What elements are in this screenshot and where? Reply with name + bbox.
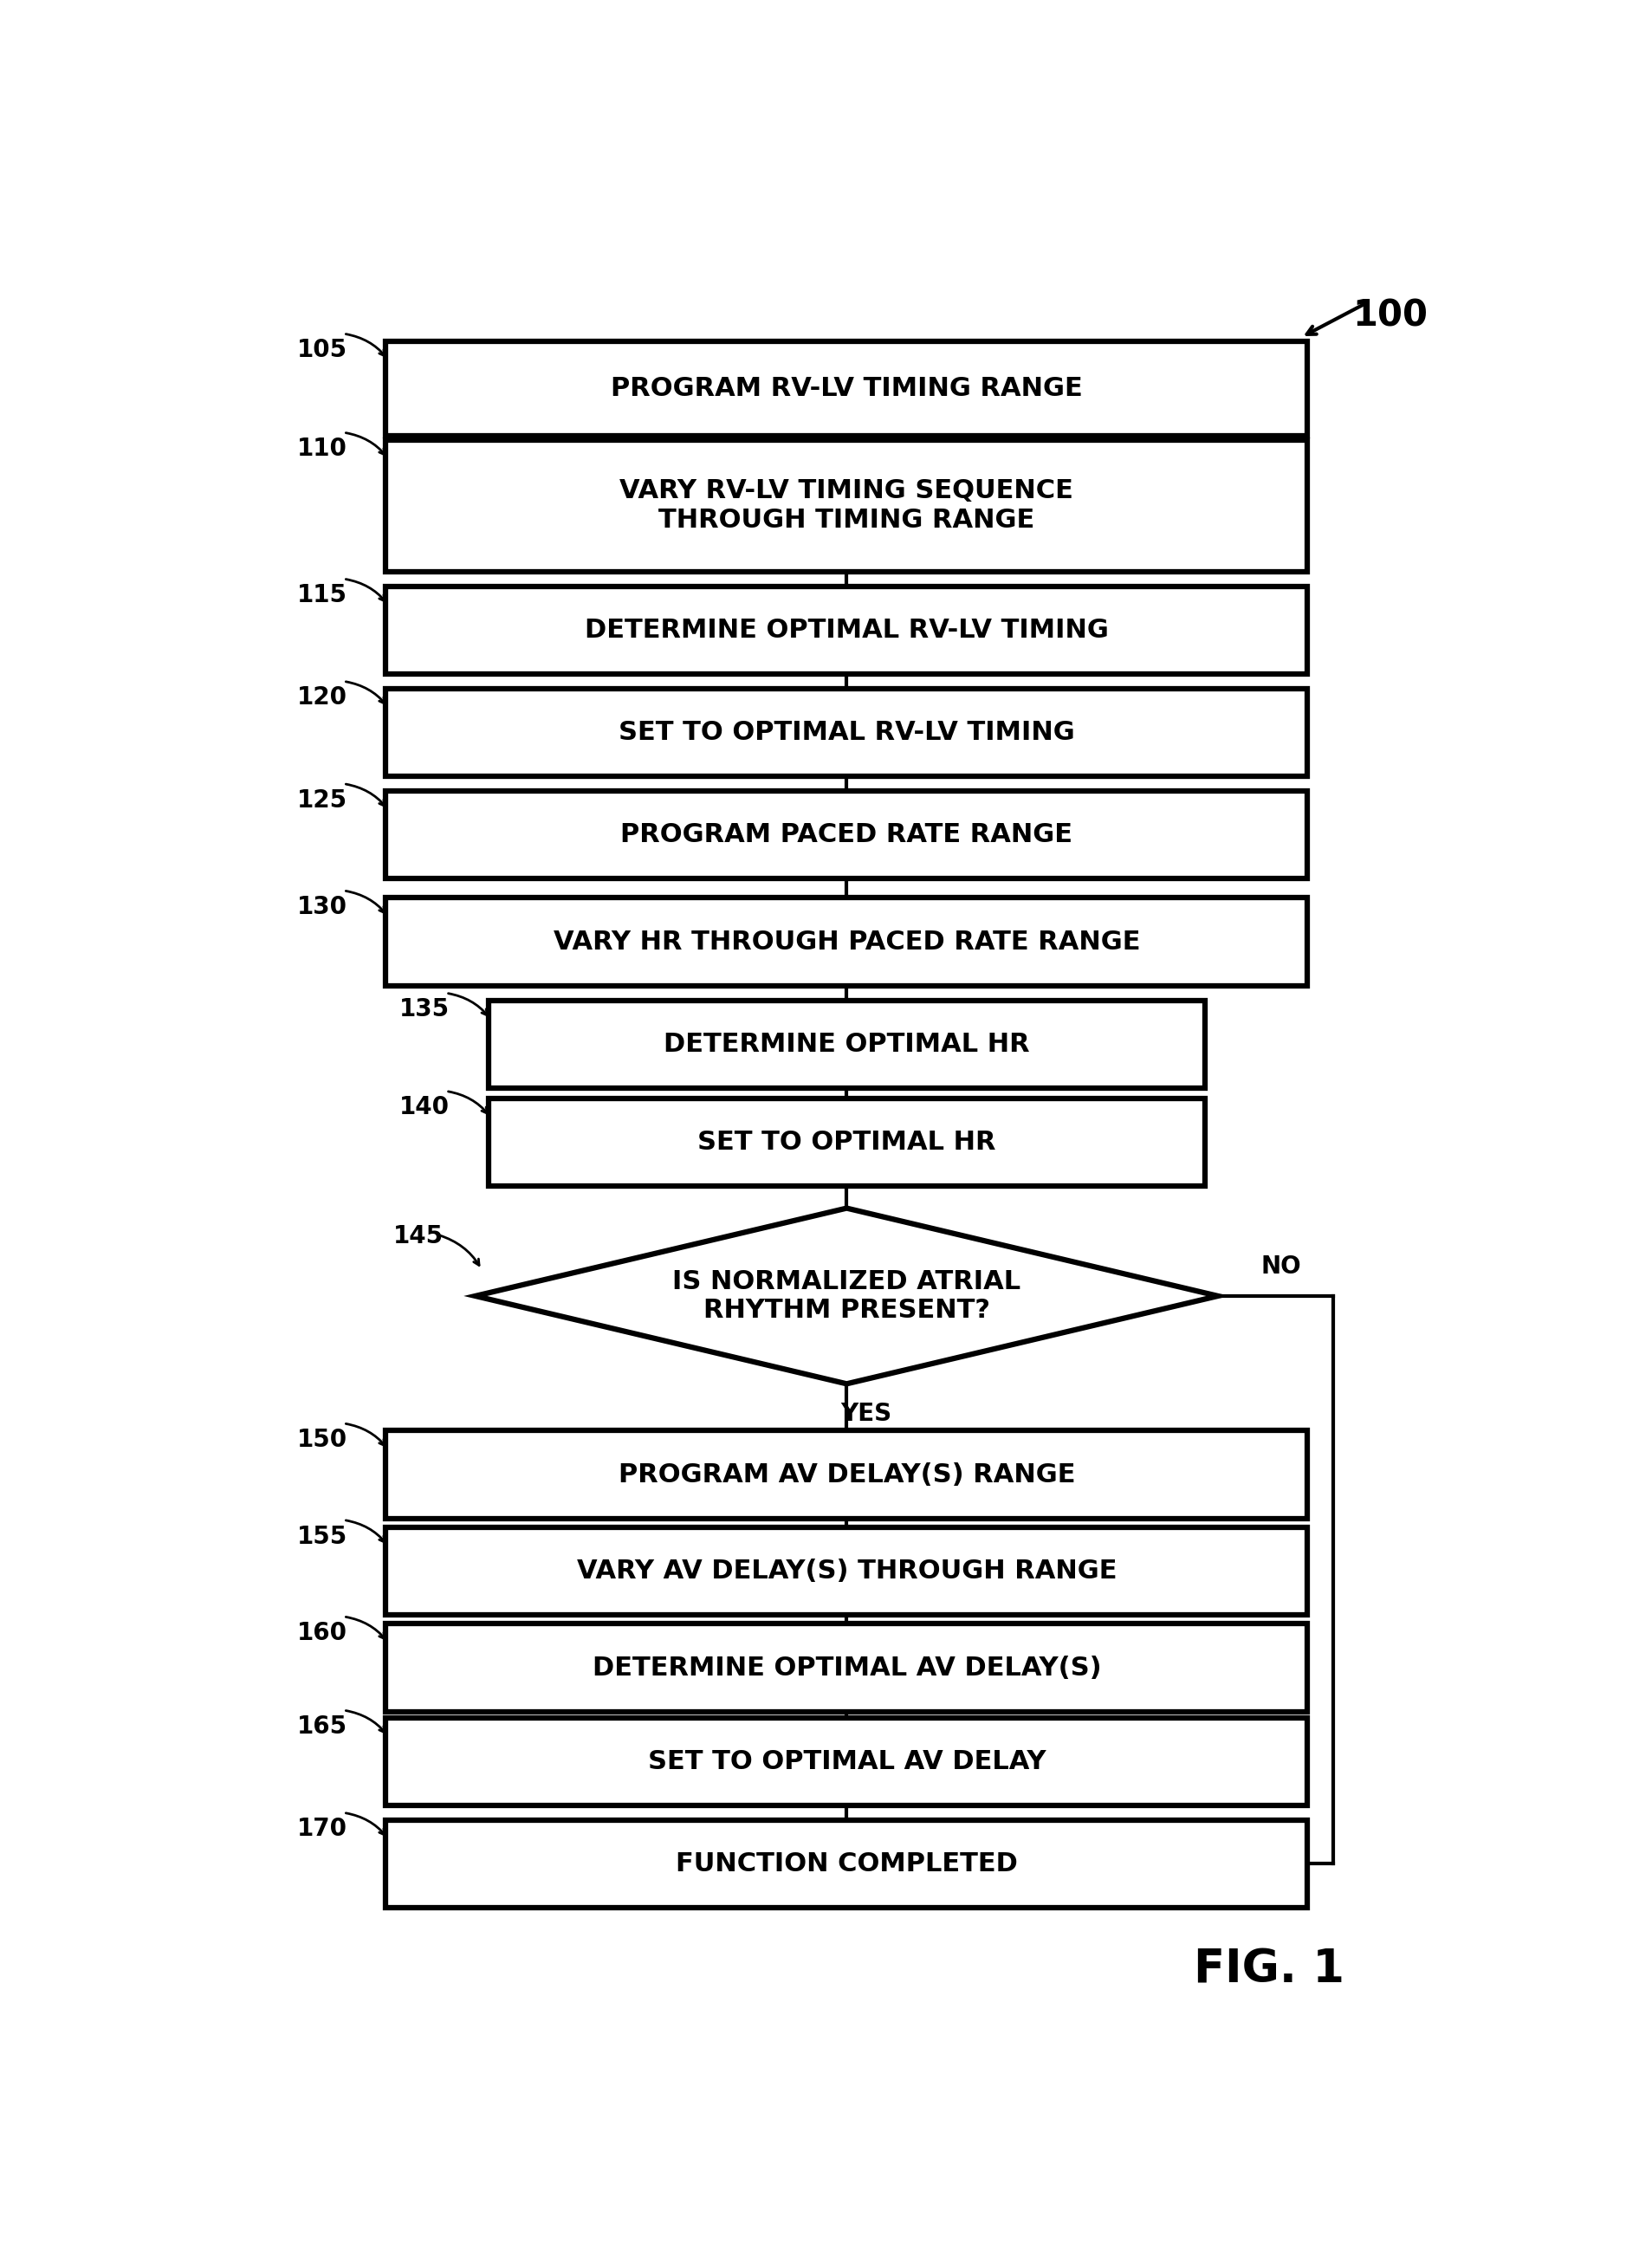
FancyBboxPatch shape — [385, 688, 1308, 776]
Text: FIG. 1: FIG. 1 — [1194, 1948, 1345, 1993]
Text: 140: 140 — [400, 1095, 449, 1120]
Text: VARY RV-LV TIMING SEQUENCE
THROUGH TIMING RANGE: VARY RV-LV TIMING SEQUENCE THROUGH TIMIN… — [620, 480, 1074, 534]
Text: PROGRAM AV DELAY(S) RANGE: PROGRAM AV DELAY(S) RANGE — [618, 1461, 1075, 1486]
FancyBboxPatch shape — [385, 1430, 1308, 1518]
Text: 120: 120 — [297, 685, 347, 710]
FancyBboxPatch shape — [385, 1624, 1308, 1712]
Text: SET TO OPTIMAL AV DELAY: SET TO OPTIMAL AV DELAY — [648, 1749, 1046, 1773]
Text: 145: 145 — [393, 1224, 443, 1249]
FancyBboxPatch shape — [385, 792, 1308, 880]
Text: DETERMINE OPTIMAL AV DELAY(S): DETERMINE OPTIMAL AV DELAY(S) — [591, 1656, 1102, 1681]
Text: 155: 155 — [297, 1525, 347, 1549]
FancyBboxPatch shape — [385, 586, 1308, 674]
Text: YES: YES — [841, 1402, 892, 1425]
Text: VARY AV DELAY(S) THROUGH RANGE: VARY AV DELAY(S) THROUGH RANGE — [577, 1559, 1117, 1583]
Text: 100: 100 — [1353, 296, 1427, 333]
Polygon shape — [476, 1208, 1218, 1384]
Text: 135: 135 — [400, 998, 449, 1022]
Text: 115: 115 — [297, 584, 347, 608]
Text: SET TO OPTIMAL HR: SET TO OPTIMAL HR — [697, 1129, 996, 1156]
Text: 160: 160 — [297, 1622, 347, 1644]
Text: SET TO OPTIMAL RV-LV TIMING: SET TO OPTIMAL RV-LV TIMING — [618, 719, 1075, 744]
Text: 110: 110 — [297, 437, 347, 461]
FancyBboxPatch shape — [385, 1527, 1308, 1615]
Text: 150: 150 — [297, 1427, 347, 1452]
FancyBboxPatch shape — [385, 1717, 1308, 1805]
Text: IS NORMALIZED ATRIAL
RHYTHM PRESENT?: IS NORMALIZED ATRIAL RHYTHM PRESENT? — [672, 1269, 1021, 1323]
FancyBboxPatch shape — [385, 1821, 1308, 1907]
Text: 125: 125 — [297, 787, 347, 812]
Text: NO: NO — [1260, 1253, 1302, 1278]
Text: FUNCTION COMPLETED: FUNCTION COMPLETED — [676, 1850, 1018, 1877]
Text: VARY HR THROUGH PACED RATE RANGE: VARY HR THROUGH PACED RATE RANGE — [553, 930, 1140, 955]
FancyBboxPatch shape — [385, 342, 1308, 437]
Text: DETERMINE OPTIMAL RV-LV TIMING: DETERMINE OPTIMAL RV-LV TIMING — [585, 618, 1108, 642]
FancyBboxPatch shape — [487, 1000, 1206, 1088]
Text: 170: 170 — [297, 1816, 347, 1841]
Text: PROGRAM RV-LV TIMING RANGE: PROGRAM RV-LV TIMING RANGE — [611, 375, 1082, 400]
Text: 105: 105 — [297, 337, 347, 362]
Text: 130: 130 — [297, 896, 347, 918]
FancyBboxPatch shape — [487, 1099, 1206, 1185]
Text: PROGRAM PACED RATE RANGE: PROGRAM PACED RATE RANGE — [621, 823, 1072, 848]
Text: DETERMINE OPTIMAL HR: DETERMINE OPTIMAL HR — [664, 1031, 1029, 1056]
Text: 165: 165 — [297, 1715, 347, 1739]
FancyBboxPatch shape — [385, 898, 1308, 986]
FancyBboxPatch shape — [385, 439, 1308, 572]
